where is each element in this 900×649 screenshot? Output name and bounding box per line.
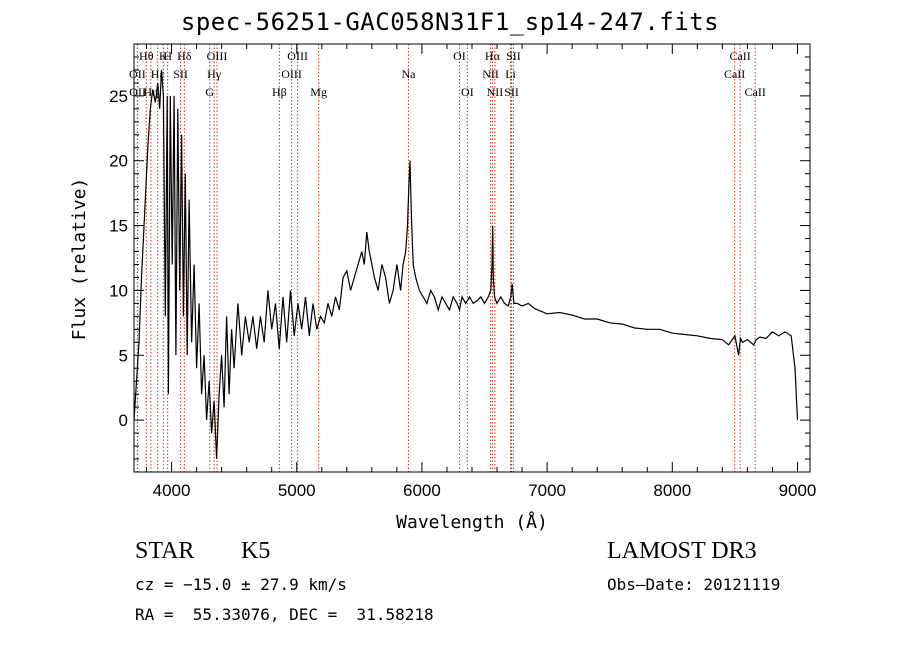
x-tick-label-8000: 8000 — [653, 481, 691, 500]
x-tick-label-5000: 5000 — [278, 481, 316, 500]
line-label-25: NII — [487, 85, 504, 99]
y-tick-label-25: 25 — [109, 87, 128, 106]
line-label-12: SII — [173, 67, 188, 81]
line-label-15: Na — [402, 67, 417, 81]
line-label-5: OIII — [287, 49, 308, 63]
spectral-line-markers — [136, 44, 756, 472]
line-label-4: OIII — [207, 49, 228, 63]
y-tick-label-0: 0 — [119, 411, 128, 430]
y-tick-label-5: 5 — [119, 346, 128, 365]
line-label-27: CaII — [745, 85, 766, 99]
y-axis-ticks: 0 5 10 15 20 25 — [109, 43, 810, 473]
line-label-17: Li — [505, 67, 516, 81]
observation-date: Obs–Date: 20121119 — [607, 575, 781, 594]
spectrum-line — [133, 69, 799, 460]
line-label-13: Hγ — [207, 67, 222, 81]
x-axis-label: Wavelength (Å) — [396, 511, 548, 533]
coordinates-readout: RA = 55.33076, DEC = 31.58218 — [135, 605, 434, 624]
y-tick-label-15: 15 — [109, 217, 128, 236]
y-tick-label-10: 10 — [109, 281, 128, 300]
line-label-26: SII — [504, 85, 519, 99]
x-tick-label-7000: 7000 — [528, 481, 566, 500]
line-label-21: G — [205, 85, 214, 99]
line-label-22: Hβ — [272, 85, 287, 99]
line-label-9: CaII — [729, 49, 750, 63]
y-axis-label: Flux (relative) — [69, 178, 90, 341]
line-label-1: K — [159, 49, 168, 63]
x-tick-label-9000: 9000 — [779, 481, 817, 500]
line-label-20: Hη — [143, 85, 158, 99]
line-label-18: CaII — [724, 67, 745, 81]
line-label-24: OI — [461, 85, 474, 99]
line-label-7: Hα — [485, 49, 501, 63]
plot-frame — [133, 43, 811, 473]
redshift-readout: cz = −15.0 ± 27.9 km/s — [135, 575, 347, 594]
chart-title: spec-56251-GAC058N31F1_sp14-247.fits — [180, 8, 720, 36]
survey-name: LAMOST DR3 — [607, 538, 757, 564]
line-label-8: SII — [506, 49, 521, 63]
y-tick-label-20: 20 — [109, 152, 128, 171]
x-axis-ticks: 4000 5000 6000 7000 8000 9000 — [146, 44, 817, 500]
x-tick-label-4000: 4000 — [153, 481, 191, 500]
line-label-0: Hθ — [139, 49, 154, 63]
x-tick-label-6000: 6000 — [403, 481, 441, 500]
line-label-10: OII — [129, 67, 146, 81]
line-label-2: H — [163, 49, 172, 63]
object-class: STAR — [135, 538, 195, 564]
line-label-6: OI — [453, 49, 466, 63]
line-label-16: NII — [482, 67, 499, 81]
line-label-3: Hδ — [177, 49, 192, 63]
line-label-14: OIII — [281, 67, 302, 81]
object-subclass: K5 — [241, 538, 271, 564]
line-label-23: Mg — [310, 85, 327, 99]
